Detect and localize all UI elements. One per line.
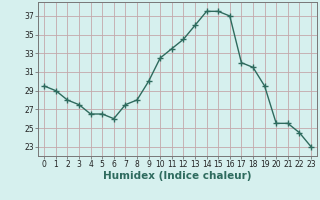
X-axis label: Humidex (Indice chaleur): Humidex (Indice chaleur)	[103, 171, 252, 181]
